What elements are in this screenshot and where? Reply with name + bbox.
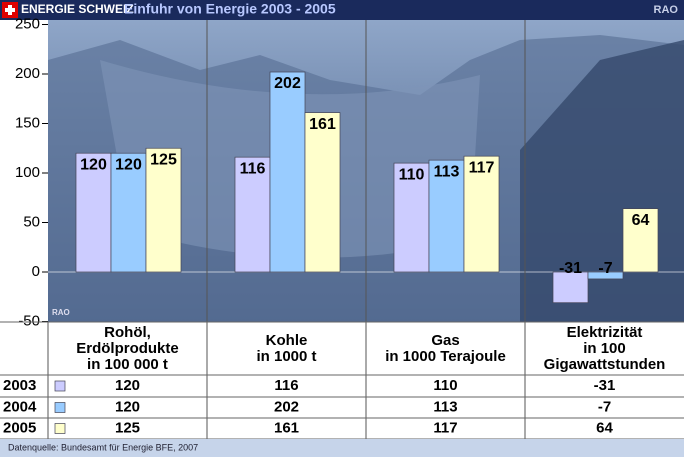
- category-label: Gas in 1000 Terajoule: [385, 332, 506, 365]
- bar: [463, 155, 500, 273]
- table-value: 120: [115, 377, 140, 394]
- legend-swatch: [54, 380, 66, 392]
- bar: [110, 152, 147, 273]
- value-label: -7: [598, 260, 612, 277]
- table-value: 125: [115, 419, 140, 436]
- chart-title: Einfuhr von Energie 2003 - 2005: [124, 1, 336, 17]
- value-label: 202: [274, 75, 301, 92]
- brand: ENERGIE SCHWEIZ: [21, 2, 134, 16]
- y-tick-label: 50: [23, 213, 40, 230]
- bar: [393, 162, 430, 273]
- value-label: 116: [240, 160, 266, 177]
- bar: [234, 156, 271, 273]
- legend-swatch: [54, 402, 66, 413]
- series-name: 2005: [3, 419, 36, 436]
- value-label: 161: [309, 116, 336, 133]
- category-label: Kohle in 1000 t: [256, 332, 317, 365]
- bar: [428, 159, 465, 273]
- series-name: 2003: [3, 377, 36, 394]
- category-label: Elektrizität in 100 Gigawattstunden: [543, 324, 666, 373]
- y-tick-label: 100: [15, 164, 40, 181]
- y-tick-label: 200: [15, 65, 40, 82]
- bar: [75, 152, 112, 273]
- y-tick-label: 150: [15, 114, 40, 131]
- value-label: 125: [150, 151, 177, 168]
- source: Datenquelle: Bundesamt für Energie BFE, …: [8, 442, 198, 452]
- bar: [552, 271, 589, 304]
- header-bar: [0, 0, 684, 20]
- watermark: RAO: [52, 308, 70, 317]
- bar: [304, 112, 341, 273]
- y-tick-label: -50: [18, 312, 40, 329]
- category-label: Rohöl, Erdölprodukte in 100 000 t: [76, 324, 179, 373]
- value-label: 120: [80, 156, 107, 173]
- value-label: 120: [115, 156, 142, 173]
- table-value: 113: [433, 398, 457, 415]
- table-value: 110: [433, 377, 457, 394]
- y-tick-label: 250: [15, 15, 40, 32]
- y-tick-label: 0: [32, 263, 40, 280]
- table-value: -31: [594, 377, 616, 394]
- legend-swatch: [54, 423, 66, 434]
- bar: [145, 147, 182, 273]
- table-value: 161: [274, 419, 299, 436]
- bar: [269, 71, 306, 273]
- value-label: 110: [399, 166, 425, 183]
- bar: [587, 271, 624, 280]
- value-label: 64: [632, 212, 650, 229]
- table-value: -7: [598, 398, 611, 415]
- swiss-cross: [5, 5, 15, 15]
- table-value: 116: [274, 377, 298, 394]
- series-name: 2004: [3, 398, 37, 415]
- footer-bar: [0, 439, 684, 457]
- table-value: 117: [433, 419, 457, 436]
- bar: [622, 208, 659, 273]
- logo: RAO: [654, 4, 679, 16]
- table-value: 202: [274, 398, 299, 415]
- table-value: 64: [596, 419, 613, 436]
- value-label: -31: [559, 260, 582, 277]
- value-label: 113: [434, 163, 460, 180]
- table-value: 120: [115, 398, 140, 415]
- axis-panel: [0, 20, 48, 322]
- value-label: 117: [469, 159, 495, 176]
